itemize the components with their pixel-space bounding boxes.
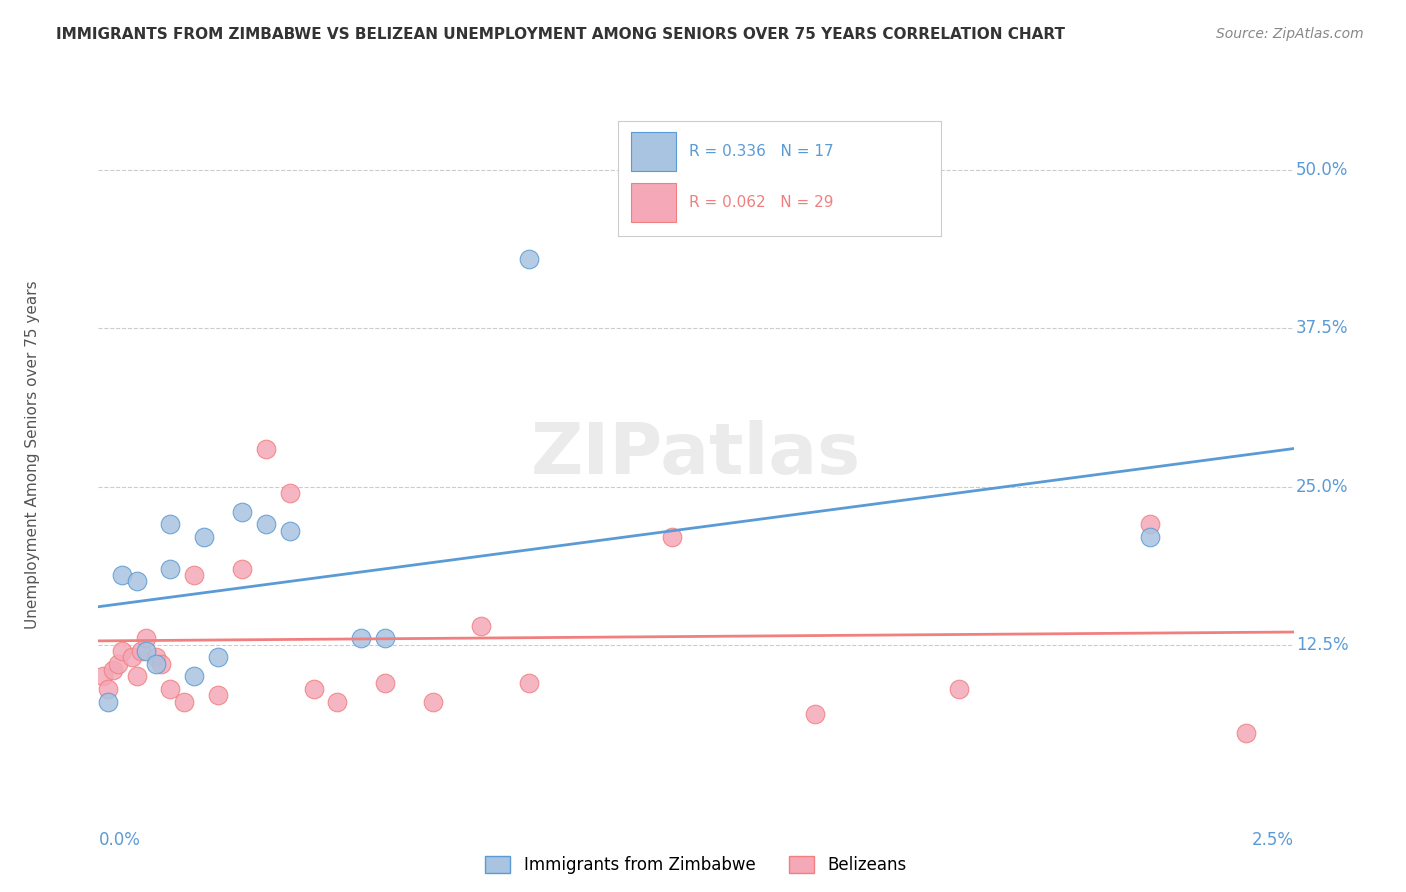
- Point: [145, 657, 167, 671]
- Point: [159, 517, 181, 532]
- Point: [278, 524, 301, 538]
- Text: 12.5%: 12.5%: [1296, 636, 1348, 654]
- Point: [254, 517, 277, 532]
- Text: ZIPatlas: ZIPatlas: [531, 420, 860, 490]
- Point: [91, 669, 114, 683]
- Point: [193, 530, 215, 544]
- Point: [1139, 517, 1161, 532]
- Point: [254, 442, 277, 456]
- Point: [183, 669, 205, 683]
- Point: [326, 695, 349, 709]
- Point: [125, 669, 148, 683]
- Point: [159, 562, 181, 576]
- Point: [804, 707, 827, 722]
- Point: [121, 650, 143, 665]
- Point: [1139, 530, 1161, 544]
- Point: [97, 681, 120, 696]
- Text: Unemployment Among Seniors over 75 years: Unemployment Among Seniors over 75 years: [25, 281, 41, 629]
- Point: [131, 644, 153, 658]
- Point: [159, 681, 181, 696]
- Point: [125, 574, 148, 589]
- Point: [517, 675, 540, 690]
- Legend: Immigrants from Zimbabwe, Belizeans: Immigrants from Zimbabwe, Belizeans: [479, 849, 912, 881]
- Point: [350, 632, 373, 646]
- Point: [374, 632, 396, 646]
- Point: [111, 644, 134, 658]
- Point: [183, 568, 205, 582]
- Point: [661, 530, 683, 544]
- Point: [278, 486, 301, 500]
- Text: 37.5%: 37.5%: [1296, 319, 1348, 337]
- Text: 50.0%: 50.0%: [1296, 161, 1348, 179]
- Point: [231, 505, 253, 519]
- Text: IMMIGRANTS FROM ZIMBABWE VS BELIZEAN UNEMPLOYMENT AMONG SENIORS OVER 75 YEARS CO: IMMIGRANTS FROM ZIMBABWE VS BELIZEAN UNE…: [56, 27, 1066, 42]
- Point: [207, 688, 229, 702]
- Text: 0.0%: 0.0%: [98, 830, 141, 848]
- Point: [302, 681, 325, 696]
- Point: [101, 663, 124, 677]
- Point: [374, 675, 396, 690]
- Point: [422, 695, 444, 709]
- Point: [231, 562, 253, 576]
- Text: Source: ZipAtlas.com: Source: ZipAtlas.com: [1216, 27, 1364, 41]
- Text: 2.5%: 2.5%: [1251, 830, 1294, 848]
- Text: 25.0%: 25.0%: [1296, 477, 1348, 496]
- Point: [149, 657, 172, 671]
- Point: [135, 644, 157, 658]
- Point: [97, 695, 120, 709]
- Point: [470, 618, 492, 632]
- Point: [948, 681, 970, 696]
- Point: [173, 695, 195, 709]
- Point: [145, 650, 167, 665]
- Point: [111, 568, 134, 582]
- Point: [107, 657, 129, 671]
- Point: [207, 650, 229, 665]
- Point: [1234, 726, 1257, 740]
- Point: [135, 632, 157, 646]
- Point: [517, 252, 540, 266]
